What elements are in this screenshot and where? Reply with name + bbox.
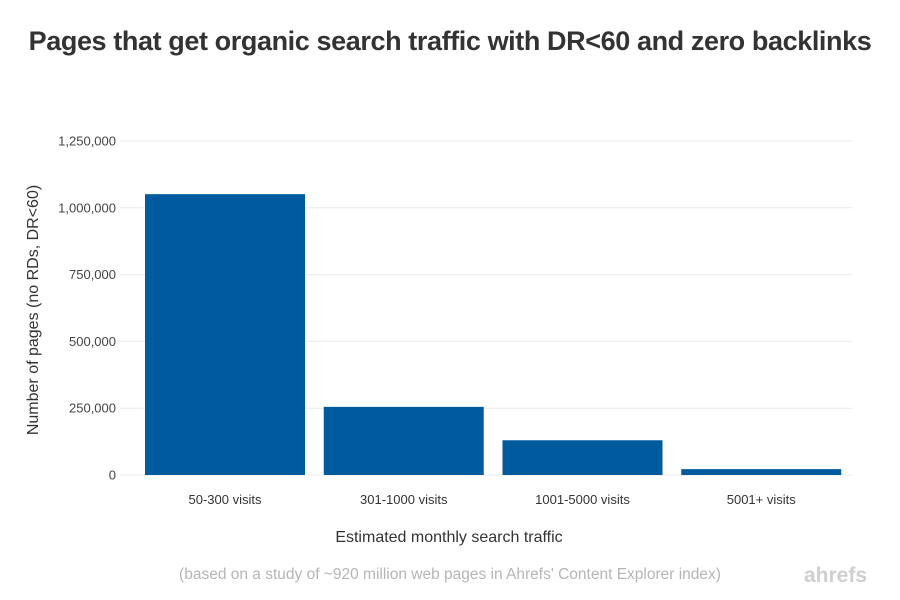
footnote: (based on a study of ~920 million web pa… xyxy=(179,566,721,583)
x-tick-label: 50-300 visits xyxy=(189,492,262,507)
bar xyxy=(681,469,842,475)
y-tick-label: 1,250,000 xyxy=(58,134,116,149)
y-tick-label: 750,000 xyxy=(69,267,116,282)
x-tick-label: 1001-5000 visits xyxy=(535,492,630,507)
bars xyxy=(145,194,842,476)
y-tick-label: 1,000,000 xyxy=(58,200,116,215)
y-tick-label: 0 xyxy=(109,468,116,483)
x-tick-label: 301-1000 visits xyxy=(360,492,448,507)
y-axis-label: Number of pages (no RDs, DR<60) xyxy=(25,185,42,435)
x-axis-label: Estimated monthly search traffic xyxy=(335,529,562,546)
x-tick-label: 5001+ visits xyxy=(727,492,797,507)
ahrefs-logo: ahrefs xyxy=(804,564,868,587)
bar xyxy=(502,440,663,475)
chart-title: Pages that get organic search traffic wi… xyxy=(28,26,872,56)
bar xyxy=(145,194,305,476)
y-tick-label: 500,000 xyxy=(69,334,116,349)
y-axis-ticks: 0 250,000 500,000 750,000 1,000,000 1,250,000 xyxy=(58,134,116,483)
x-axis-ticks: 50-300 visits 301-1000 visits 1001-5000 vi… xyxy=(189,492,797,507)
y-tick-label: 250,000 xyxy=(69,401,116,416)
bar xyxy=(323,406,484,475)
